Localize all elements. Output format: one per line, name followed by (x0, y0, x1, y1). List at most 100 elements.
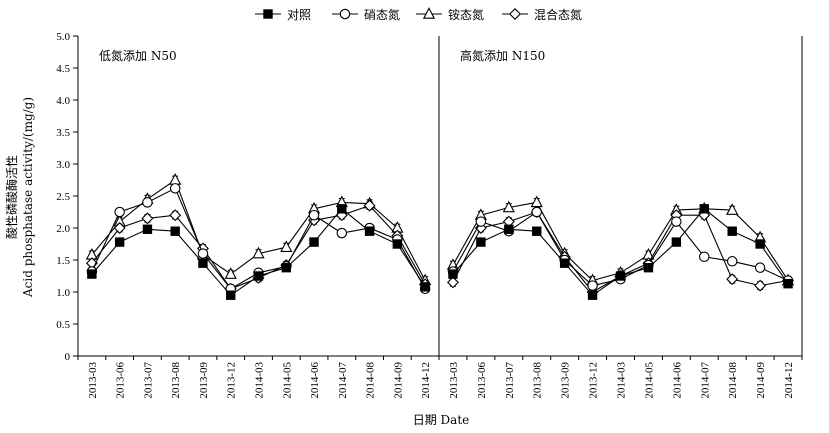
x-tick-label: 2014-09 (392, 362, 404, 399)
x-tick-label: 2013-06 (476, 362, 488, 399)
x-tick-label: 2013-03 (87, 362, 99, 399)
data-point (280, 240, 293, 252)
x-tick-label: 2014-12 (420, 362, 432, 399)
data-point (671, 216, 682, 227)
data-point (253, 271, 264, 281)
y-tick-label: 4.5 (56, 63, 70, 75)
y-axis-label-en: Acid phosphatase activity/(mg/g) (21, 97, 35, 298)
data-point (252, 246, 265, 259)
legend-label: 铵态氮 (448, 7, 484, 22)
data-point (392, 239, 403, 249)
x-tick-label: 2013-07 (142, 362, 154, 399)
y-tick-label: 0.5 (56, 319, 70, 331)
data-point (226, 290, 236, 300)
data-point (363, 199, 376, 212)
data-point (198, 258, 208, 268)
data-point (754, 279, 767, 292)
x-tick-label: 2014-05 (643, 362, 655, 399)
data-point (783, 278, 793, 289)
data-point (474, 222, 487, 234)
data-point (587, 290, 598, 300)
data-point (615, 271, 626, 281)
data-point (671, 237, 682, 247)
data-point (448, 269, 458, 279)
data-point (420, 282, 430, 292)
data-point (169, 173, 182, 185)
data-point (141, 212, 154, 225)
data-point (532, 226, 542, 236)
x-tick-label: 2014-08 (365, 362, 377, 399)
data-point (309, 237, 319, 247)
data-point (531, 206, 542, 218)
data-point (113, 222, 126, 234)
data-point (281, 262, 291, 273)
y-tick-label: 3.0 (56, 159, 70, 171)
x-tick-label: 2014-06 (309, 362, 321, 399)
data-point (559, 258, 570, 268)
data-point (727, 226, 737, 236)
x-tick-label: 2013-07 (504, 362, 516, 399)
data-point (87, 269, 97, 279)
x-tick-label: 2013-12 (588, 362, 600, 399)
data-point (475, 216, 487, 227)
data-point (337, 204, 347, 214)
x-tick-label: 2014-09 (755, 362, 767, 399)
x-tick-label: 2014-08 (727, 362, 739, 399)
data-point (114, 206, 125, 218)
legend-marker (263, 9, 273, 19)
data-point (308, 209, 320, 221)
panel-label: 低氮添加 N50 (99, 48, 177, 63)
data-point (699, 251, 710, 263)
x-tick-label: 2013-08 (532, 362, 544, 399)
x-tick-label: 2014-03 (254, 362, 266, 399)
x-axis-label: 日期 Date (413, 413, 470, 427)
x-tick-label: 2013-08 (170, 362, 182, 399)
legend-marker (509, 8, 521, 20)
x-tick-label: 2014-07 (337, 362, 349, 399)
data-point (364, 226, 375, 236)
data-point (476, 237, 486, 247)
x-tick-label: 2013-03 (448, 362, 460, 399)
data-point (726, 256, 738, 267)
y-tick-label: 1.5 (56, 255, 70, 267)
data-point (114, 237, 125, 247)
legend-marker (339, 8, 351, 20)
x-tick-label: 2014-06 (671, 362, 683, 399)
legend-label: 混合态氮 (534, 7, 582, 22)
legend-label: 对照 (287, 8, 311, 22)
data-point (643, 262, 654, 273)
data-point (699, 204, 709, 214)
y-tick-label: 5.0 (56, 31, 70, 43)
y-tick-label: 2.0 (56, 223, 70, 235)
data-point (446, 276, 459, 289)
x-tick-label: 2014-05 (281, 362, 293, 399)
data-point (142, 224, 153, 234)
data-point (755, 239, 765, 249)
y-tick-label: 3.5 (56, 127, 70, 139)
panel-label: 高氮添加 N150 (460, 48, 545, 63)
data-point (726, 273, 739, 286)
data-point (726, 203, 739, 215)
data-point (169, 183, 181, 194)
data-point (224, 267, 237, 279)
x-tick-label: 2014-03 (616, 362, 628, 399)
data-point (197, 248, 209, 259)
y-tick-label: 2.5 (56, 191, 70, 203)
axes: 0 0.5 1.0 1.5 2.0 2.5 3.0 3.5 4.0 4.5 5.0 2013-03 20… (56, 31, 803, 399)
y-axis-label-zh: 酸性磷酸酶活性 (4, 155, 19, 239)
legend: 对照 硝态氮 铵态氮 混合态氮 (255, 7, 582, 22)
data-point (502, 200, 515, 213)
x-tick-label: 2013-09 (560, 362, 572, 399)
y-tick-label: 0 (65, 351, 71, 363)
x-tick-label: 2014-07 (699, 362, 711, 399)
data-point (169, 209, 182, 222)
x-tick-label: 2013-12 (226, 362, 238, 399)
x-tick-label: 2013-09 (198, 362, 210, 399)
data-point (530, 195, 543, 208)
legend-label: 硝态氮 (364, 7, 400, 22)
y-tick-label: 4.0 (56, 95, 70, 107)
y-tick-label: 1.0 (56, 287, 70, 299)
data-point (754, 262, 766, 273)
x-tick-label: 2014-12 (783, 362, 795, 399)
